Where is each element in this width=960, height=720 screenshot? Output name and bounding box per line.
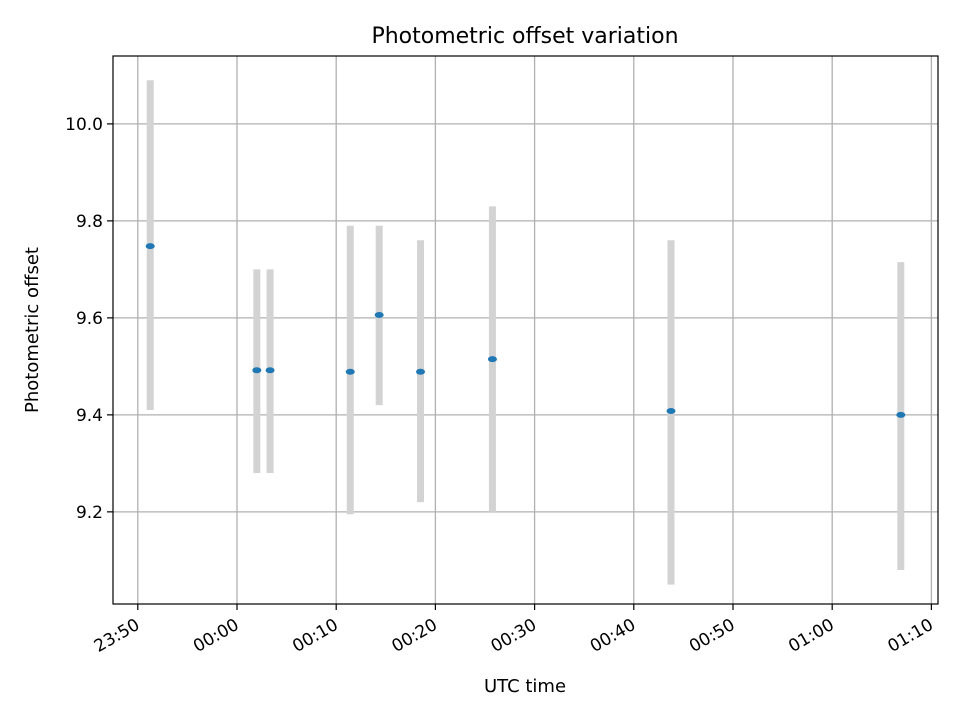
data-point bbox=[666, 407, 676, 414]
y-tick-label: 10.0 bbox=[65, 115, 103, 135]
data-point bbox=[345, 368, 355, 375]
data-point bbox=[896, 411, 906, 418]
data-point bbox=[265, 367, 275, 374]
grid bbox=[113, 56, 938, 604]
y-tick-label: 9.4 bbox=[76, 406, 103, 426]
y-tick-label: 9.8 bbox=[76, 212, 103, 232]
y-tick-label: 9.2 bbox=[76, 503, 103, 523]
y-axis-label: Photometric offset bbox=[22, 247, 43, 413]
data-point bbox=[145, 243, 155, 250]
x-axis-label: UTC time bbox=[484, 676, 566, 697]
data-point bbox=[487, 356, 497, 363]
plot-frame bbox=[112, 55, 939, 605]
data-point bbox=[374, 311, 384, 318]
data-point bbox=[416, 368, 426, 375]
data-point bbox=[252, 367, 262, 374]
data-points bbox=[145, 243, 906, 418]
y-tick-label: 9.6 bbox=[76, 309, 103, 329]
chart-title: Photometric offset variation bbox=[371, 24, 678, 49]
